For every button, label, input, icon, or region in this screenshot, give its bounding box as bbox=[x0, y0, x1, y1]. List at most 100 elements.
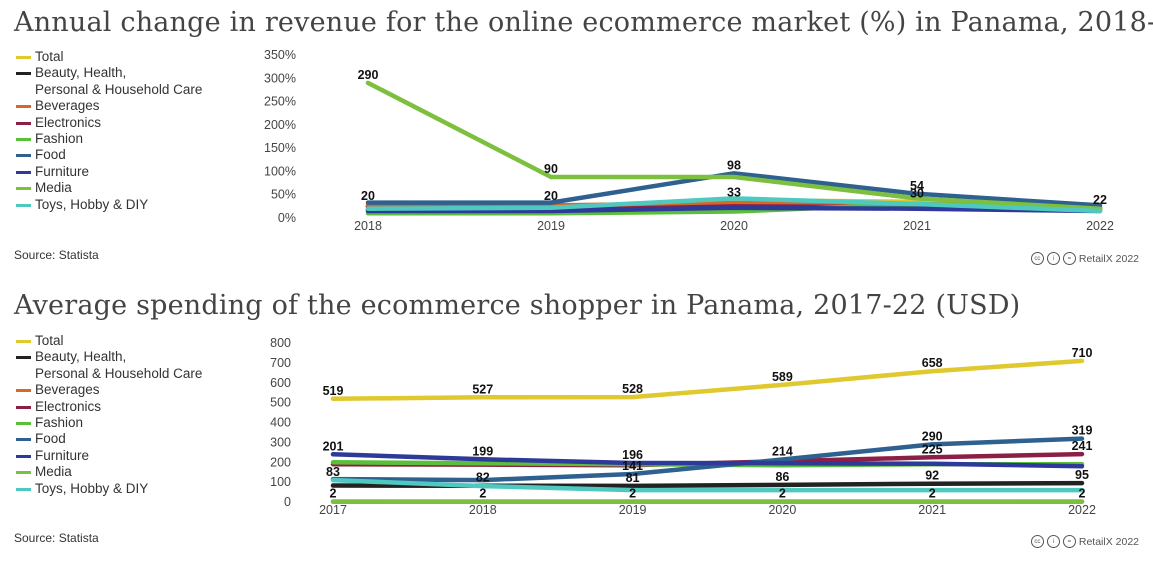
legend-item: Toys, Hobby & DIY bbox=[16, 197, 202, 213]
attribution-icon: i bbox=[1046, 252, 1060, 265]
y-tick-label: 100% bbox=[264, 164, 296, 178]
series-line-toys-hobby-diy bbox=[365, 196, 1103, 214]
data-label: 90 bbox=[544, 162, 558, 176]
credit: cc i = RetailX 2022 bbox=[1030, 535, 1139, 548]
y-tick-label: 600 bbox=[270, 376, 291, 390]
chart-panel-average-spending: Average spending of the ecommerce shoppe… bbox=[0, 280, 1153, 563]
legend: Total Beauty, Health, Personal & Househol… bbox=[16, 333, 202, 497]
y-tick-label: 250% bbox=[264, 95, 296, 109]
data-label: 2 bbox=[330, 487, 337, 501]
x-tick-label: 2019 bbox=[619, 503, 647, 517]
legend-label: Fashion bbox=[35, 415, 84, 431]
legend-swatch bbox=[16, 389, 31, 393]
y-tick-label: 400 bbox=[270, 416, 291, 430]
data-label: 290 bbox=[358, 68, 379, 82]
legend-label: Food bbox=[35, 147, 66, 163]
credit-text: RetailX 2022 bbox=[1078, 535, 1139, 548]
credit-text: RetailX 2022 bbox=[1078, 252, 1139, 265]
legend-swatch bbox=[16, 56, 31, 59]
data-label: 83 bbox=[326, 465, 340, 479]
data-label: 199 bbox=[472, 444, 493, 458]
legend-label: Food bbox=[35, 431, 66, 447]
data-label: 92 bbox=[925, 469, 939, 483]
attribution-icon: i bbox=[1046, 535, 1060, 548]
line-chart: 0%50%100%150%200%250%300%350%2018 2019 202… bbox=[264, 48, 1114, 233]
y-tick-label: 0% bbox=[278, 211, 296, 225]
x-tick-label: 2017 bbox=[319, 503, 347, 517]
legend-item: Beverages bbox=[16, 98, 202, 114]
legend-item: Furniture bbox=[16, 164, 202, 180]
legend-swatch bbox=[16, 170, 31, 174]
legend-swatch bbox=[16, 105, 31, 109]
source-note: Source: Statista bbox=[14, 531, 99, 545]
legend-label: Beauty, Health, Personal & Household Car… bbox=[35, 349, 203, 381]
legend-swatch bbox=[16, 203, 31, 207]
x-tick-label: 2022 bbox=[1086, 219, 1114, 233]
series-line-furniture bbox=[365, 205, 1103, 214]
legend-swatch bbox=[16, 340, 31, 343]
legend-swatch bbox=[16, 454, 31, 458]
legend-label: Beverages bbox=[35, 98, 100, 114]
legend-label: Furniture bbox=[35, 447, 90, 463]
legend-swatch bbox=[16, 438, 31, 442]
data-label: 81 bbox=[626, 471, 640, 485]
credit: cc i = RetailX 2022 bbox=[1030, 252, 1139, 265]
legend-swatch bbox=[16, 422, 31, 426]
data-label: 710 bbox=[1072, 346, 1093, 360]
legend-label: Fashion bbox=[35, 131, 84, 147]
no-derivatives-icon: = bbox=[1062, 252, 1076, 265]
y-tick-label: 50% bbox=[271, 188, 296, 202]
data-label: 225 bbox=[922, 442, 943, 456]
data-label: 214 bbox=[772, 444, 793, 458]
data-label: 528 bbox=[622, 382, 643, 396]
data-label: 2 bbox=[1079, 487, 1086, 501]
data-label: 527 bbox=[472, 382, 493, 396]
series-line-media bbox=[365, 80, 1103, 211]
data-label: 658 bbox=[922, 356, 943, 370]
data-label: 30 bbox=[910, 187, 924, 201]
data-label: 2 bbox=[479, 487, 486, 501]
legend-item: Media bbox=[16, 464, 202, 480]
data-label: 241 bbox=[1072, 439, 1093, 453]
legend-item: Food bbox=[16, 431, 202, 447]
data-label: 22 bbox=[1093, 193, 1107, 207]
data-label: 319 bbox=[1072, 424, 1093, 438]
legend-label: Beauty, Health, Personal & Household Car… bbox=[35, 65, 203, 97]
legend-swatch bbox=[16, 138, 31, 142]
y-tick-label: 300% bbox=[264, 71, 296, 85]
legend: Total Beauty, Health, Personal & Househol… bbox=[16, 49, 202, 213]
y-tick-label: 100 bbox=[270, 475, 291, 489]
y-tick-label: 500 bbox=[270, 396, 291, 410]
series-line-toys-hobby-diy bbox=[330, 477, 1085, 493]
y-tick-label: 800 bbox=[270, 336, 291, 350]
legend-swatch bbox=[16, 154, 31, 158]
legend-label: Media bbox=[35, 464, 72, 480]
chart-title: Average spending of the ecommerce shoppe… bbox=[14, 290, 1021, 321]
legend-swatch bbox=[16, 405, 31, 409]
no-derivatives-icon: = bbox=[1062, 535, 1076, 548]
y-tick-label: 150% bbox=[264, 141, 296, 155]
data-label: 2 bbox=[629, 487, 636, 501]
x-tick-label: 2018 bbox=[469, 503, 497, 517]
legend-item: Toys, Hobby & DIY bbox=[16, 481, 202, 497]
legend-item: Fashion bbox=[16, 131, 202, 147]
legend-label: Electronics bbox=[35, 398, 102, 414]
legend-swatch bbox=[16, 356, 31, 360]
legend-swatch bbox=[16, 187, 31, 191]
data-label: 20 bbox=[544, 189, 558, 203]
x-tick-label: 2022 bbox=[1068, 503, 1096, 517]
legend-item: Total bbox=[16, 333, 202, 349]
legend-item: Fashion bbox=[16, 415, 202, 431]
data-label: 98 bbox=[727, 158, 741, 172]
series-line-furniture bbox=[330, 452, 1085, 469]
series-line-food bbox=[365, 171, 1103, 208]
data-label: 54 bbox=[910, 179, 924, 193]
data-label: 519 bbox=[323, 384, 344, 398]
data-label: 290 bbox=[922, 429, 943, 443]
legend-swatch bbox=[16, 72, 31, 76]
y-tick-label: 350% bbox=[264, 48, 296, 62]
y-tick-label: 200 bbox=[270, 455, 291, 469]
legend-item: Beauty, Health, Personal & Household Car… bbox=[16, 349, 202, 382]
chart-panel-revenue-change: Annual change in revenue for the online … bbox=[0, 0, 1153, 280]
y-tick-label: 300 bbox=[270, 435, 291, 449]
